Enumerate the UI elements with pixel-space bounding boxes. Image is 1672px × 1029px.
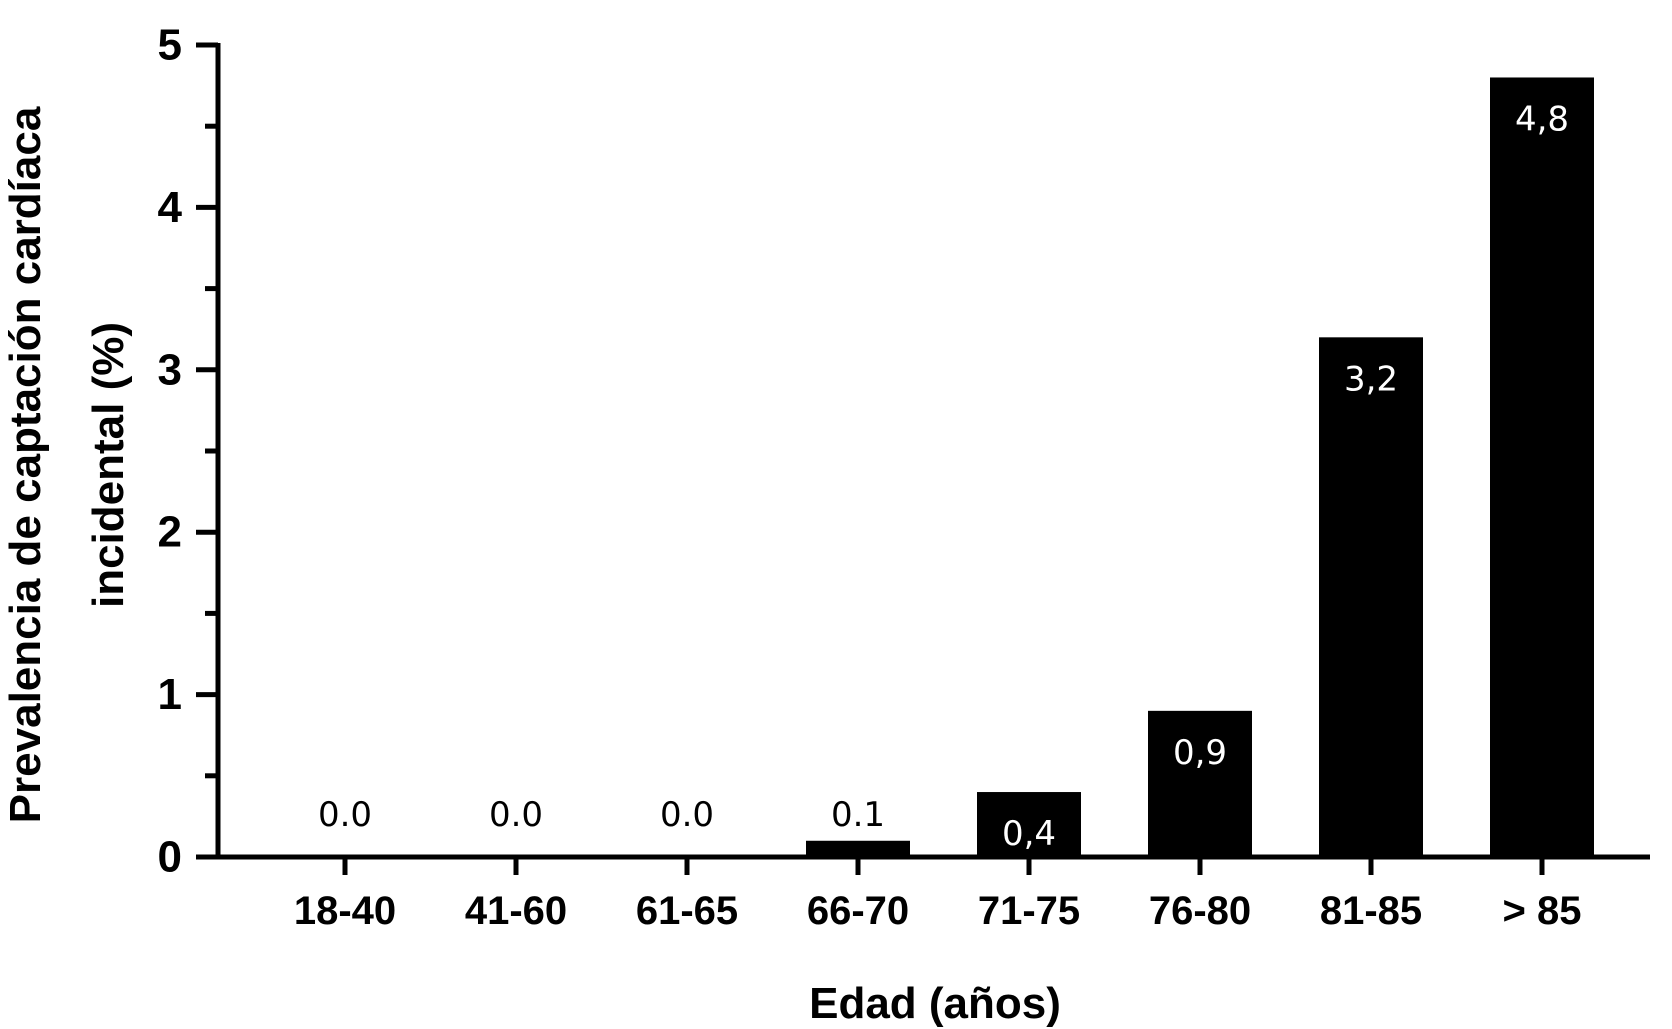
x-tick-label: 66-70	[807, 889, 909, 933]
x-tick-label: 18-40	[294, 889, 396, 933]
x-axis-ticks: 18-40 41-60 61-65 66-70 71-75 76-80 81-85 > 85	[294, 857, 1582, 933]
bars	[806, 77, 1594, 858]
bar-value-label: 4,8	[1515, 99, 1569, 139]
x-tick-label: 71-75	[978, 889, 1080, 933]
bar	[977, 792, 1081, 857]
y-axis-ticks: 0 1 2 3 4 5	[158, 21, 218, 882]
bar	[806, 840, 910, 857]
x-axis-title: Edad (años)	[809, 979, 1061, 1028]
y-tick-label: 4	[158, 183, 183, 232]
bar	[1490, 77, 1594, 858]
bar-value-label: 0,9	[1173, 733, 1227, 773]
bar	[1148, 710, 1252, 857]
bar-value-label: 0.0	[318, 795, 372, 835]
x-tick-label: 41-60	[465, 889, 567, 933]
bar-value-label: 0.0	[660, 795, 714, 835]
x-tick-label: > 85	[1503, 889, 1582, 933]
y-tick-label: 2	[158, 508, 182, 557]
bar-value-label: 3,2	[1344, 359, 1398, 399]
x-tick-label: 76-80	[1149, 889, 1251, 933]
x-tick-label: 81-85	[1320, 889, 1422, 933]
bar-value-label: 0.1	[831, 795, 885, 835]
y-tick-label: 5	[158, 21, 182, 70]
x-tick-label: 61-65	[636, 889, 738, 933]
y-tick-label: 0	[158, 833, 182, 882]
bar	[1319, 337, 1423, 857]
bar-value-label: 0.0	[489, 795, 543, 835]
y-tick-label: 3	[158, 345, 182, 394]
y-axis-title-line-1: Prevalencia de captación cardíaca	[1, 106, 50, 823]
data-labels: 0.0 0.0 0.0 0.1 0,4 0,9 3,2 4,8	[318, 99, 1569, 854]
y-axis-title-line-2: incidental (%)	[84, 322, 133, 608]
bar-value-label: 0,4	[1002, 814, 1056, 854]
y-tick-label: 1	[158, 670, 182, 719]
axes	[215, 43, 1650, 860]
